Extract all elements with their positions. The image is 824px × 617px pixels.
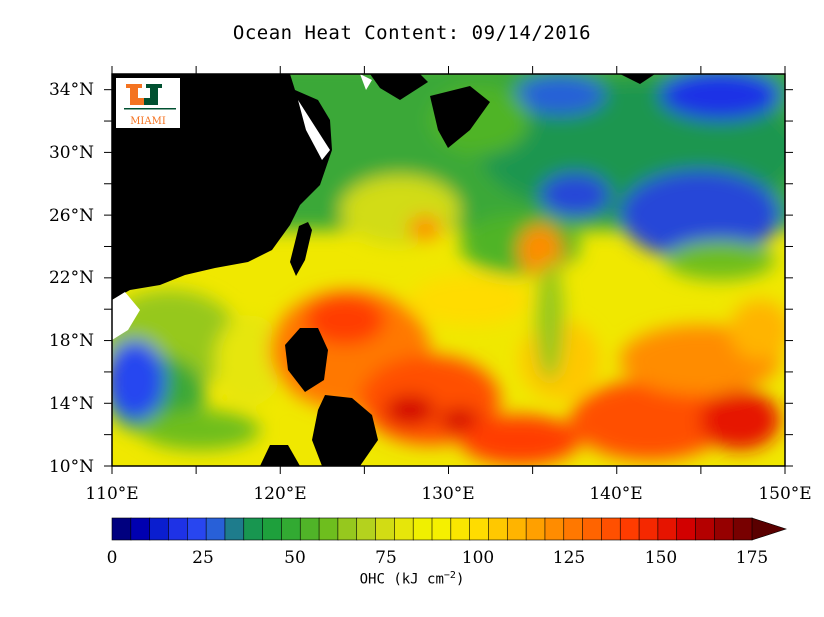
colorbar-swatch [638, 517, 659, 541]
lon-label: 110°E [85, 484, 138, 504]
map-frame [104, 66, 793, 474]
colorbar-swatch [356, 517, 377, 541]
miami-logo: MIAMI [116, 78, 180, 128]
colorbar-label-exponent: −2 [443, 570, 456, 581]
colorbar-swatch [224, 517, 245, 541]
colorbar-swatch [149, 517, 170, 541]
lat-label: 14°N [49, 394, 94, 414]
colorbar-tick-labels: 0 25 50 75 100 125 150 175 [107, 548, 769, 568]
colorbar-tick-label: 25 [192, 548, 214, 568]
colorbar-swatch [732, 517, 753, 541]
colorbar-swatch [506, 517, 527, 541]
lat-label: 34°N [49, 80, 94, 100]
land-masks [112, 74, 655, 466]
colorbar-tick-label: 175 [736, 548, 768, 568]
ohc-field [112, 74, 785, 466]
colorbar-swatch [450, 517, 471, 541]
logo-text: MIAMI [130, 116, 166, 127]
colorbar-swatch [544, 517, 565, 541]
colorbar-extend-arrow [751, 517, 787, 541]
lat-label: 10°N [49, 457, 94, 477]
colorbar-swatch [563, 517, 584, 541]
colorbar-tick-label: 50 [284, 548, 306, 568]
coastal-flags [112, 74, 372, 340]
colorbar-swatch [337, 517, 358, 541]
colorbar-swatch [130, 517, 151, 541]
lon-label: 120°E [253, 484, 306, 504]
colorbar-swatch [676, 517, 697, 541]
colorbar-swatch [657, 517, 678, 541]
colorbar-swatch [412, 517, 433, 541]
colorbar-swatch [525, 517, 546, 541]
colorbar-swatch [375, 517, 395, 541]
lon-axis-labels: 110°E 120°E 130°E 140°E 150°E [85, 484, 811, 504]
lon-tick-marks [111, 66, 786, 474]
colorbar-swatch [318, 517, 339, 541]
lat-label: 26°N [49, 206, 94, 226]
colorbar-swatch [111, 517, 132, 541]
colorbar-swatch [205, 517, 226, 541]
colorbar-tick-label: 125 [553, 548, 585, 568]
lat-label: 22°N [49, 268, 94, 288]
colorbar-swatch [601, 517, 621, 541]
colorbar-label: OHC (kJ cm [359, 571, 444, 588]
colorbar-swatch [469, 517, 490, 541]
colorbar-swatch [281, 517, 301, 541]
colorbar-swatch [619, 517, 640, 541]
colorbar-swatch [695, 517, 715, 541]
colorbar [111, 517, 787, 541]
colorbar-swatch [394, 517, 414, 541]
u-logo-icon [124, 84, 176, 110]
page-title: Ocean Heat Content: 09/14/2016 [232, 22, 592, 44]
colorbar-swatch [714, 517, 734, 541]
colorbar-title: OHC (kJ cm−2) [0, 570, 824, 588]
colorbar-swatch [582, 517, 603, 541]
colorbar-swatch [168, 517, 188, 541]
lon-label: 130°E [421, 484, 474, 504]
colorbar-tick-label: 75 [375, 548, 397, 568]
colorbar-swatch [262, 517, 283, 541]
lat-tick-marks [104, 89, 793, 467]
lon-label: 150°E [758, 484, 811, 504]
lat-label: 18°N [49, 331, 94, 351]
lon-label: 140°E [589, 484, 642, 504]
colorbar-swatch [488, 517, 508, 541]
lat-axis-labels: 10°N 14°N 18°N 22°N 26°N 30°N 34°N [49, 80, 94, 477]
colorbar-tick-label: 100 [462, 548, 494, 568]
colorbar-swatch [299, 517, 320, 541]
colorbar-tick-label: 150 [645, 548, 677, 568]
colorbar-tick-label: 0 [107, 548, 118, 568]
colorbar-label-end: ) [455, 571, 465, 588]
colorbar-swatch [431, 517, 452, 541]
colorbar-swatch [186, 517, 207, 541]
lat-label: 30°N [49, 143, 94, 163]
colorbar-swatch [243, 517, 264, 541]
